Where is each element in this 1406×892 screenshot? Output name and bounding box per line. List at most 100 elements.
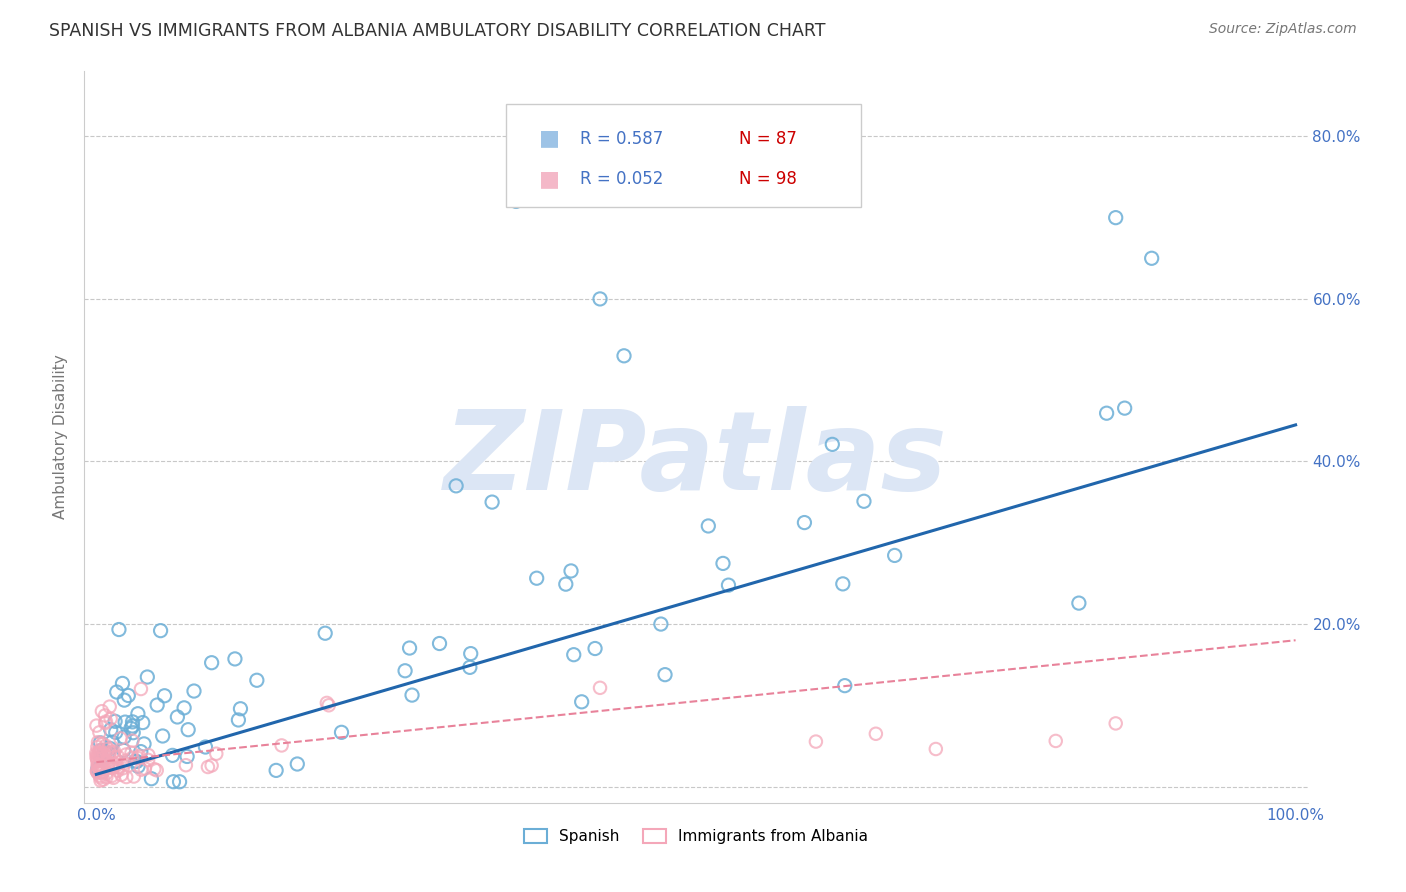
Point xyxy=(86,764,108,779)
Point xyxy=(124,755,146,769)
Point xyxy=(115,770,138,784)
Point xyxy=(162,774,184,789)
Point xyxy=(134,762,156,776)
Point xyxy=(87,748,110,763)
Point xyxy=(194,739,217,754)
Point xyxy=(136,670,159,684)
Point xyxy=(122,725,145,739)
Point xyxy=(100,761,122,775)
Point xyxy=(110,768,132,782)
Text: ■: ■ xyxy=(540,169,561,189)
Text: ■: ■ xyxy=(540,128,561,149)
Point xyxy=(1114,401,1136,416)
Point xyxy=(883,549,905,563)
Point xyxy=(166,710,188,724)
Point xyxy=(112,743,135,757)
Point xyxy=(89,769,111,783)
Point xyxy=(89,751,111,765)
Point xyxy=(152,729,174,743)
Text: Source: ZipAtlas.com: Source: ZipAtlas.com xyxy=(1209,22,1357,37)
Point xyxy=(129,763,152,777)
Point xyxy=(97,759,120,773)
Point xyxy=(711,557,734,571)
Point xyxy=(89,743,111,757)
Text: R = 0.052: R = 0.052 xyxy=(579,169,664,188)
Point xyxy=(143,762,166,776)
Point xyxy=(94,739,117,753)
Point xyxy=(562,648,585,662)
Point xyxy=(589,292,612,306)
Point xyxy=(98,699,121,714)
Point xyxy=(89,725,111,739)
Point xyxy=(804,734,827,748)
Point xyxy=(132,715,155,730)
Point xyxy=(100,723,122,737)
Point xyxy=(153,689,176,703)
Point xyxy=(121,714,143,729)
Point xyxy=(104,757,127,772)
Point xyxy=(94,766,117,780)
Point xyxy=(115,747,138,762)
Point xyxy=(1105,716,1128,731)
Point xyxy=(831,577,853,591)
Point xyxy=(228,713,250,727)
Point xyxy=(87,766,110,780)
Point xyxy=(91,751,114,765)
Text: ZIPatlas: ZIPatlas xyxy=(444,406,948,513)
Point xyxy=(107,749,129,764)
Point xyxy=(91,772,114,787)
Point xyxy=(132,737,155,751)
Text: N = 87: N = 87 xyxy=(738,129,797,148)
Point xyxy=(398,641,420,656)
Point xyxy=(654,667,676,681)
Point xyxy=(197,760,219,774)
Point xyxy=(96,754,118,768)
Point xyxy=(98,747,121,762)
Point xyxy=(201,758,224,772)
Point xyxy=(104,714,127,729)
Point xyxy=(127,759,149,773)
Point xyxy=(89,762,111,776)
Point xyxy=(571,695,593,709)
Point xyxy=(173,701,195,715)
Point xyxy=(177,723,200,737)
Point xyxy=(129,745,152,759)
Point xyxy=(925,742,948,756)
Point xyxy=(560,564,582,578)
Text: R = 0.587: R = 0.587 xyxy=(579,129,664,148)
Point xyxy=(86,739,108,754)
Point xyxy=(315,696,337,710)
Point xyxy=(429,636,451,650)
Point xyxy=(97,750,120,764)
Point xyxy=(111,761,134,775)
Point xyxy=(107,760,129,774)
Point xyxy=(205,747,228,761)
Point xyxy=(201,656,224,670)
Point xyxy=(101,746,124,760)
Point xyxy=(86,752,108,766)
Point xyxy=(90,748,112,763)
Point xyxy=(174,758,197,772)
Point xyxy=(86,764,108,778)
Point xyxy=(146,698,169,712)
Point xyxy=(583,641,606,656)
Point xyxy=(330,725,353,739)
Point xyxy=(94,708,117,723)
Text: N = 98: N = 98 xyxy=(738,169,797,188)
Point xyxy=(176,749,198,764)
Point xyxy=(145,764,167,778)
Point xyxy=(86,758,108,772)
Point xyxy=(103,745,125,759)
Point xyxy=(90,765,112,780)
Point xyxy=(97,742,120,756)
Point xyxy=(141,772,163,786)
Point xyxy=(318,698,340,713)
Point xyxy=(112,693,135,707)
Point xyxy=(87,747,110,761)
Point xyxy=(96,770,118,784)
Point xyxy=(852,494,875,508)
Point xyxy=(613,349,636,363)
Point xyxy=(401,688,423,702)
Point xyxy=(460,647,482,661)
Point xyxy=(89,765,111,780)
